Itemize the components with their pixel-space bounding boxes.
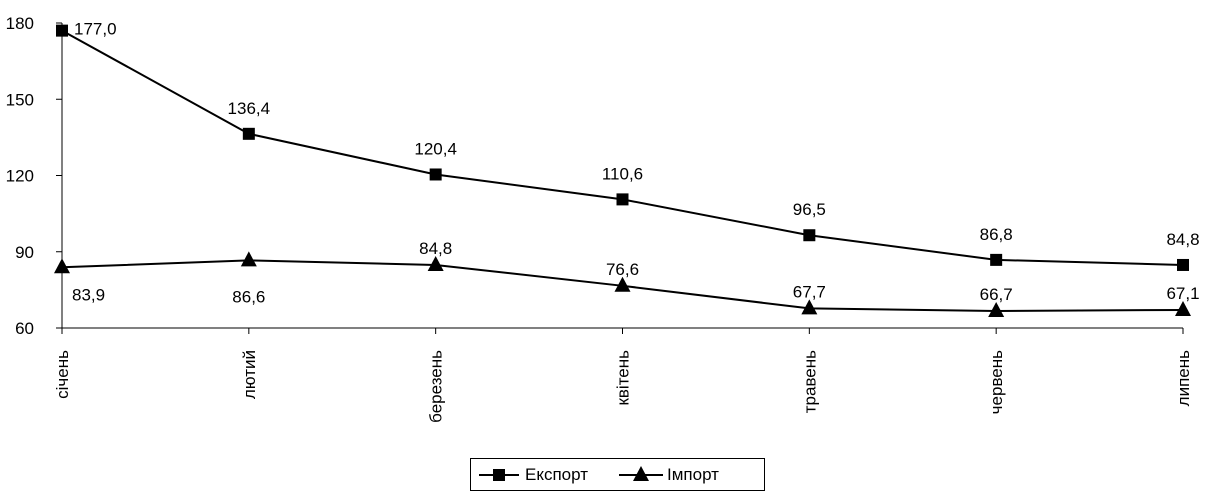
import-triangle-marker xyxy=(427,255,444,271)
legend-export-square-marker xyxy=(493,469,505,481)
import-triangle-marker xyxy=(801,299,818,315)
y-tick-label: 150 xyxy=(6,90,34,109)
data-label: 67,7 xyxy=(793,282,826,301)
data-label: 86,8 xyxy=(980,225,1013,244)
import-triangle-marker xyxy=(54,258,70,274)
x-axis-ticks: січень лютий березень квітень травень червень… xyxy=(53,328,1193,423)
data-label: 110,6 xyxy=(602,164,643,183)
data-label: 76,6 xyxy=(606,260,639,279)
data-label: 84,8 xyxy=(419,239,452,258)
import-triangle-marker xyxy=(1175,300,1191,316)
x-tick-label: березень xyxy=(427,350,446,423)
data-label: 66,7 xyxy=(980,285,1013,304)
y-axis-ticks: 60 90 120 150 180 xyxy=(6,14,62,338)
import-triangle-marker xyxy=(614,276,631,292)
data-label: 177,0 xyxy=(74,20,117,39)
legend-symbols xyxy=(479,466,663,481)
export-square-marker xyxy=(242,127,255,140)
legend-import-label: Імпорт xyxy=(667,465,719,484)
data-labels: 177,0 136,4 120,4 110,6 96,5 86,8 84,8 83,9 86,6… xyxy=(72,20,1200,307)
data-label: 84,8 xyxy=(1166,230,1199,249)
x-tick-label: червень xyxy=(987,350,1006,414)
import-triangle-marker xyxy=(240,251,257,267)
series-line-0 xyxy=(61,29,1184,266)
y-tick-label: 120 xyxy=(6,167,34,186)
data-label: 136,4 xyxy=(228,99,271,118)
chart-legend: Експорт Імпорт xyxy=(470,458,765,491)
y-tick-label: 180 xyxy=(6,14,34,33)
export-square-marker xyxy=(990,253,1003,266)
export-square-marker xyxy=(803,229,816,242)
legend-import-triangle-marker xyxy=(633,466,649,481)
x-tick-label: травень xyxy=(800,350,819,413)
x-tick-label: квітень xyxy=(614,350,633,406)
data-label: 120,4 xyxy=(414,139,457,158)
export-square-marker xyxy=(1177,258,1189,271)
import-triangle-marker xyxy=(988,301,1005,317)
data-label: 83,9 xyxy=(72,285,105,304)
export-square-marker xyxy=(429,168,442,181)
export-square-marker xyxy=(616,193,629,206)
x-tick-label: січень xyxy=(53,350,72,399)
legend-export-label: Експорт xyxy=(525,465,588,484)
export-square-marker xyxy=(56,24,68,37)
y-tick-label: 90 xyxy=(15,243,34,262)
data-label: 86,6 xyxy=(232,287,265,306)
data-label: 67,1 xyxy=(1166,284,1199,303)
x-tick-label: лютий xyxy=(240,350,259,399)
line-chart: 60 90 120 150 180 січень лютий березень квітень… xyxy=(6,14,1200,423)
data-label: 96,5 xyxy=(793,200,826,219)
x-tick-label: липень xyxy=(1174,350,1193,406)
series-markers xyxy=(54,24,1191,317)
y-tick-label: 60 xyxy=(15,319,34,338)
